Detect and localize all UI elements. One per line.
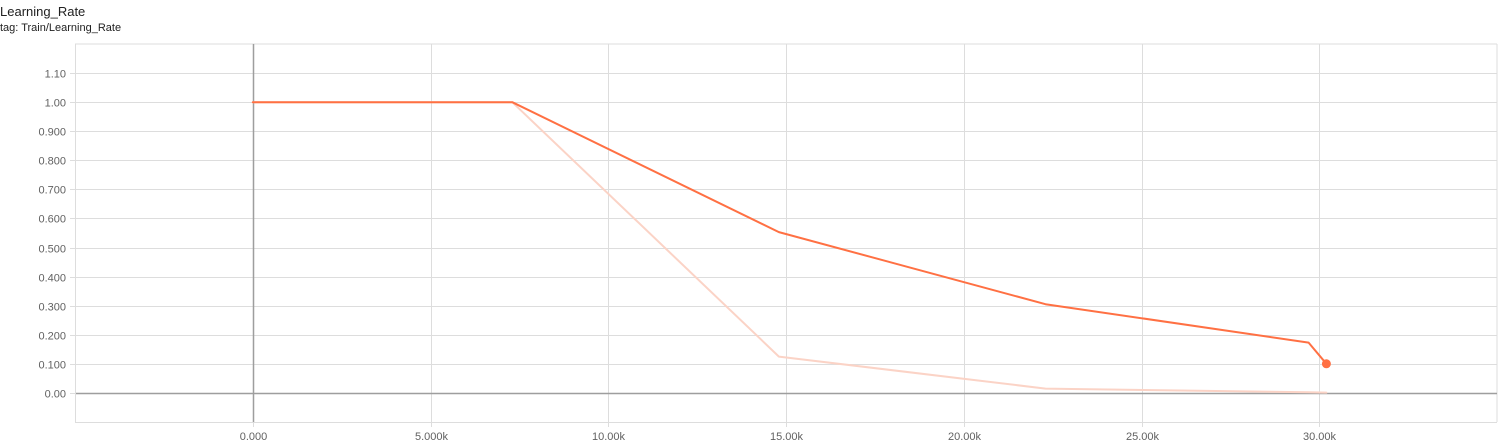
x-tick-label: 25.00k: [1126, 431, 1160, 443]
y-tick-label: 0.200: [38, 331, 66, 343]
y-tick-label: 0.300: [38, 302, 66, 314]
y-tick-label: 0.900: [38, 127, 66, 139]
x-tick-label: 30.00k: [1303, 431, 1337, 443]
raw-series-line[interactable]: [251, 101, 1328, 394]
axes: [75, 44, 1497, 423]
y-tick-label: 1.10: [45, 69, 66, 81]
y-tick-label: 0.400: [38, 273, 66, 285]
y-tick-label: 1.00: [45, 98, 66, 110]
y-tick-label: 0.500: [38, 244, 66, 256]
x-tick-label: 15.00k: [770, 431, 804, 443]
x-tick-label: 0.000: [240, 431, 268, 443]
chart-subtitle: tag: Train/Learning_Rate: [0, 22, 122, 34]
y-tick-label: 0.100: [38, 360, 66, 372]
series-lines: [251, 101, 1331, 394]
x-tick-label: 10.00k: [592, 431, 626, 443]
y-tick-label: 0.00: [45, 389, 66, 401]
last-point-marker[interactable]: [1321, 359, 1331, 369]
tick-labels: 0.00 0.100 0.200 0.300 0.400 0.500 0.600 0.700 0…: [38, 69, 1336, 443]
y-tick-label: 0.800: [38, 156, 66, 168]
y-tick-label: 0.700: [38, 185, 66, 197]
smoothed-series-line[interactable]: [251, 101, 1328, 365]
chart-title: Learning_Rate: [0, 4, 86, 19]
y-tick-label: 0.600: [38, 214, 66, 226]
x-tick-label: 20.00k: [948, 431, 982, 443]
x-tick-label: 5.000k: [415, 431, 449, 443]
